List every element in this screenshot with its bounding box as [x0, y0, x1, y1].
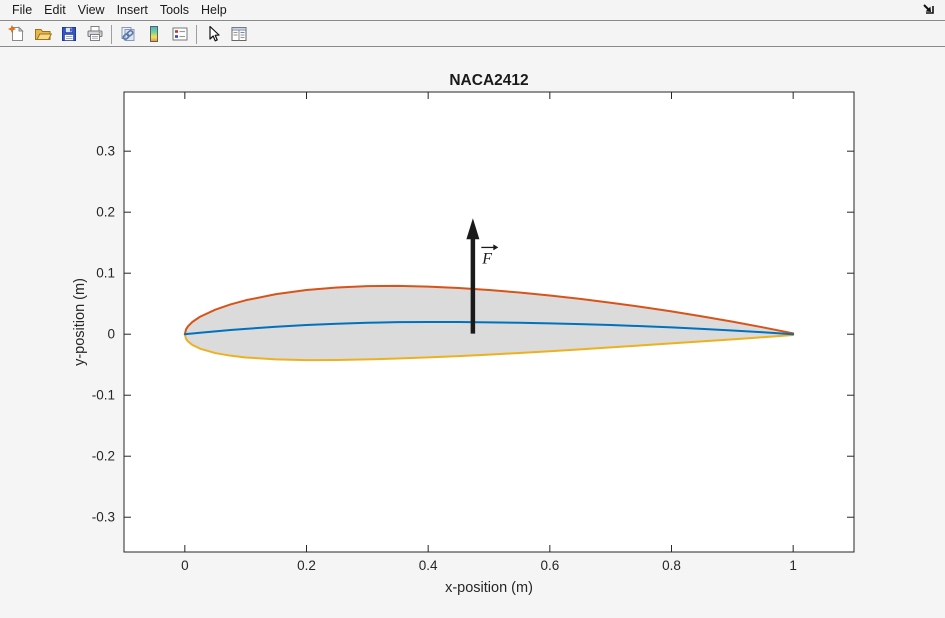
y-tick-label: -0.3 — [92, 510, 115, 525]
figure-region: 0 0.2 0.4 0.6 0.8 1 0.3 0.2 0.1 0 -0.1 -0.2 -0.3 NACA… — [0, 48, 945, 618]
menu-item-help[interactable]: Help — [201, 3, 227, 17]
x-tick-label: 0.2 — [297, 558, 316, 573]
y-tick-label: 0.2 — [96, 205, 115, 220]
new-figure-icon — [8, 25, 24, 41]
cursor-arrow-icon — [209, 25, 220, 42]
y-tick-label: 0.1 — [96, 266, 115, 281]
y-tick-label: 0 — [107, 327, 115, 342]
legend-icon — [172, 27, 188, 41]
printer-icon — [87, 26, 103, 41]
property-inspector-button[interactable] — [226, 23, 252, 46]
x-tick-label: 0.6 — [540, 558, 559, 573]
new-figure-button[interactable] — [4, 23, 30, 46]
save-figure-button[interactable] — [56, 23, 82, 46]
x-tick-label: 0.8 — [662, 558, 681, 573]
insert-legend-button[interactable] — [167, 23, 193, 46]
x-axis-label: x-position (m) — [445, 580, 533, 596]
force-label: F — [481, 250, 492, 267]
print-figure-button[interactable] — [82, 23, 108, 46]
axes-box — [123, 91, 855, 553]
toolbar-separator — [111, 24, 112, 44]
lower-surface-line — [183, 333, 795, 362]
force-arrow-annotation: F — [466, 218, 499, 334]
menu-item-file[interactable]: File — [12, 3, 33, 17]
toolbar-separator — [196, 24, 197, 44]
menu-item-tools[interactable]: Tools — [159, 3, 190, 17]
camber-line-line — [183, 321, 795, 336]
menu-item-insert[interactable]: Insert — [116, 3, 148, 17]
y-tick-label: -0.2 — [92, 449, 115, 464]
axes-ticks — [124, 92, 854, 552]
x-tick-label: 0 — [181, 558, 189, 573]
property-inspector-icon — [231, 27, 247, 41]
dock-figure-button[interactable] — [921, 2, 937, 17]
colorbar-icon — [150, 26, 158, 42]
figure-toolbar — [0, 22, 945, 47]
figure-canvas: 0 0.2 0.4 0.6 0.8 1 0.3 0.2 0.1 0 -0.1 -0.2 -0.3 NACA… — [72, 72, 855, 596]
open-file-button[interactable] — [30, 23, 56, 46]
x-tick-label: 0.4 — [419, 558, 438, 573]
y-tick-label: -0.1 — [92, 388, 115, 403]
link-icon — [121, 27, 135, 41]
y-tick-label: 0.3 — [96, 144, 115, 159]
save-icon — [62, 27, 76, 41]
tick-labels: 0 0.2 0.4 0.6 0.8 1 0.3 0.2 0.1 0 -0.1 -0.2 -0.3 — [92, 144, 797, 573]
insert-colorbar-button[interactable] — [141, 23, 167, 46]
chart-title: NACA2412 — [449, 72, 528, 89]
upper-surface-line — [183, 284, 795, 336]
y-axis-label: y-position (m) — [72, 278, 88, 366]
x-tick-label: 1 — [789, 558, 797, 573]
menu-bar: File Edit View Insert Tools Help — [0, 0, 945, 21]
menu-item-edit[interactable]: Edit — [44, 3, 66, 17]
menu-item-view[interactable]: View — [77, 3, 105, 17]
link-plot-button[interactable] — [115, 23, 141, 46]
dock-figure-arrow-icon — [923, 4, 934, 14]
force-label-vector-arrow-icon — [493, 244, 499, 251]
open-folder-icon — [35, 29, 52, 40]
edit-plot-button[interactable] — [200, 23, 226, 46]
